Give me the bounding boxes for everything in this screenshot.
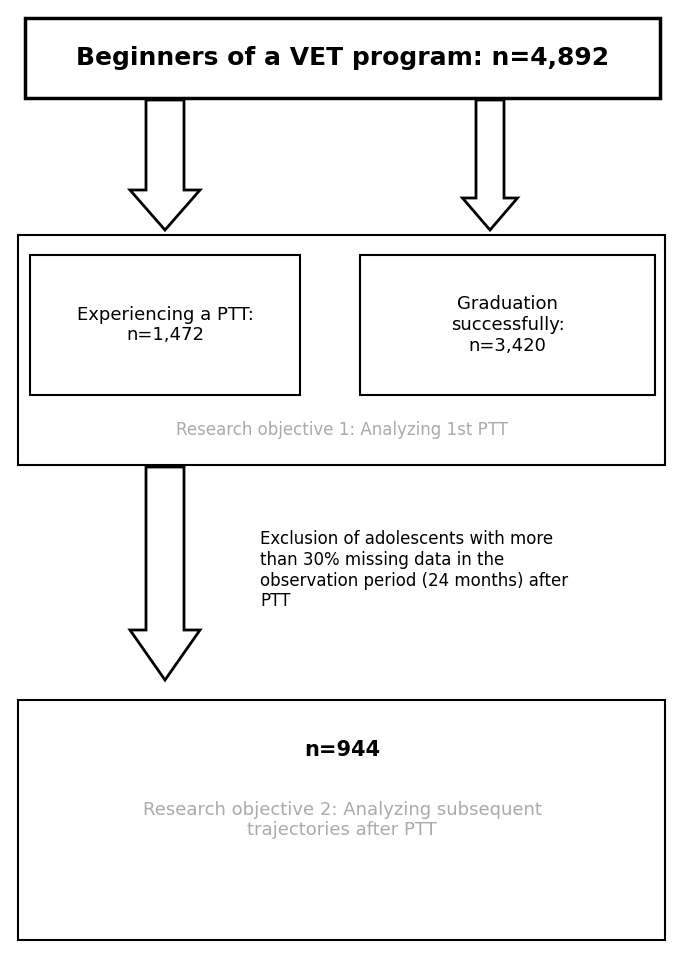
Text: Graduation
successfully:
n=3,420: Graduation successfully: n=3,420 — [451, 295, 564, 355]
Polygon shape — [462, 100, 517, 230]
Bar — [25, 18, 660, 98]
Text: Beginners of a VET program: n=4,892: Beginners of a VET program: n=4,892 — [76, 46, 609, 70]
Bar — [18, 700, 665, 940]
Bar — [360, 255, 655, 395]
Bar — [30, 255, 300, 395]
Text: Research objective 2: Analyzing subsequent
trajectories after PTT: Research objective 2: Analyzing subseque… — [142, 801, 541, 839]
Text: n=944: n=944 — [304, 740, 380, 760]
Polygon shape — [130, 100, 200, 230]
Bar — [18, 235, 665, 465]
Text: Experiencing a PTT:
n=1,472: Experiencing a PTT: n=1,472 — [77, 306, 253, 344]
Polygon shape — [130, 467, 200, 680]
Text: Research objective 1: Analyzing 1st PTT: Research objective 1: Analyzing 1st PTT — [176, 421, 508, 439]
Text: Exclusion of adolescents with more
than 30% missing data in the
observation peri: Exclusion of adolescents with more than … — [260, 530, 568, 610]
